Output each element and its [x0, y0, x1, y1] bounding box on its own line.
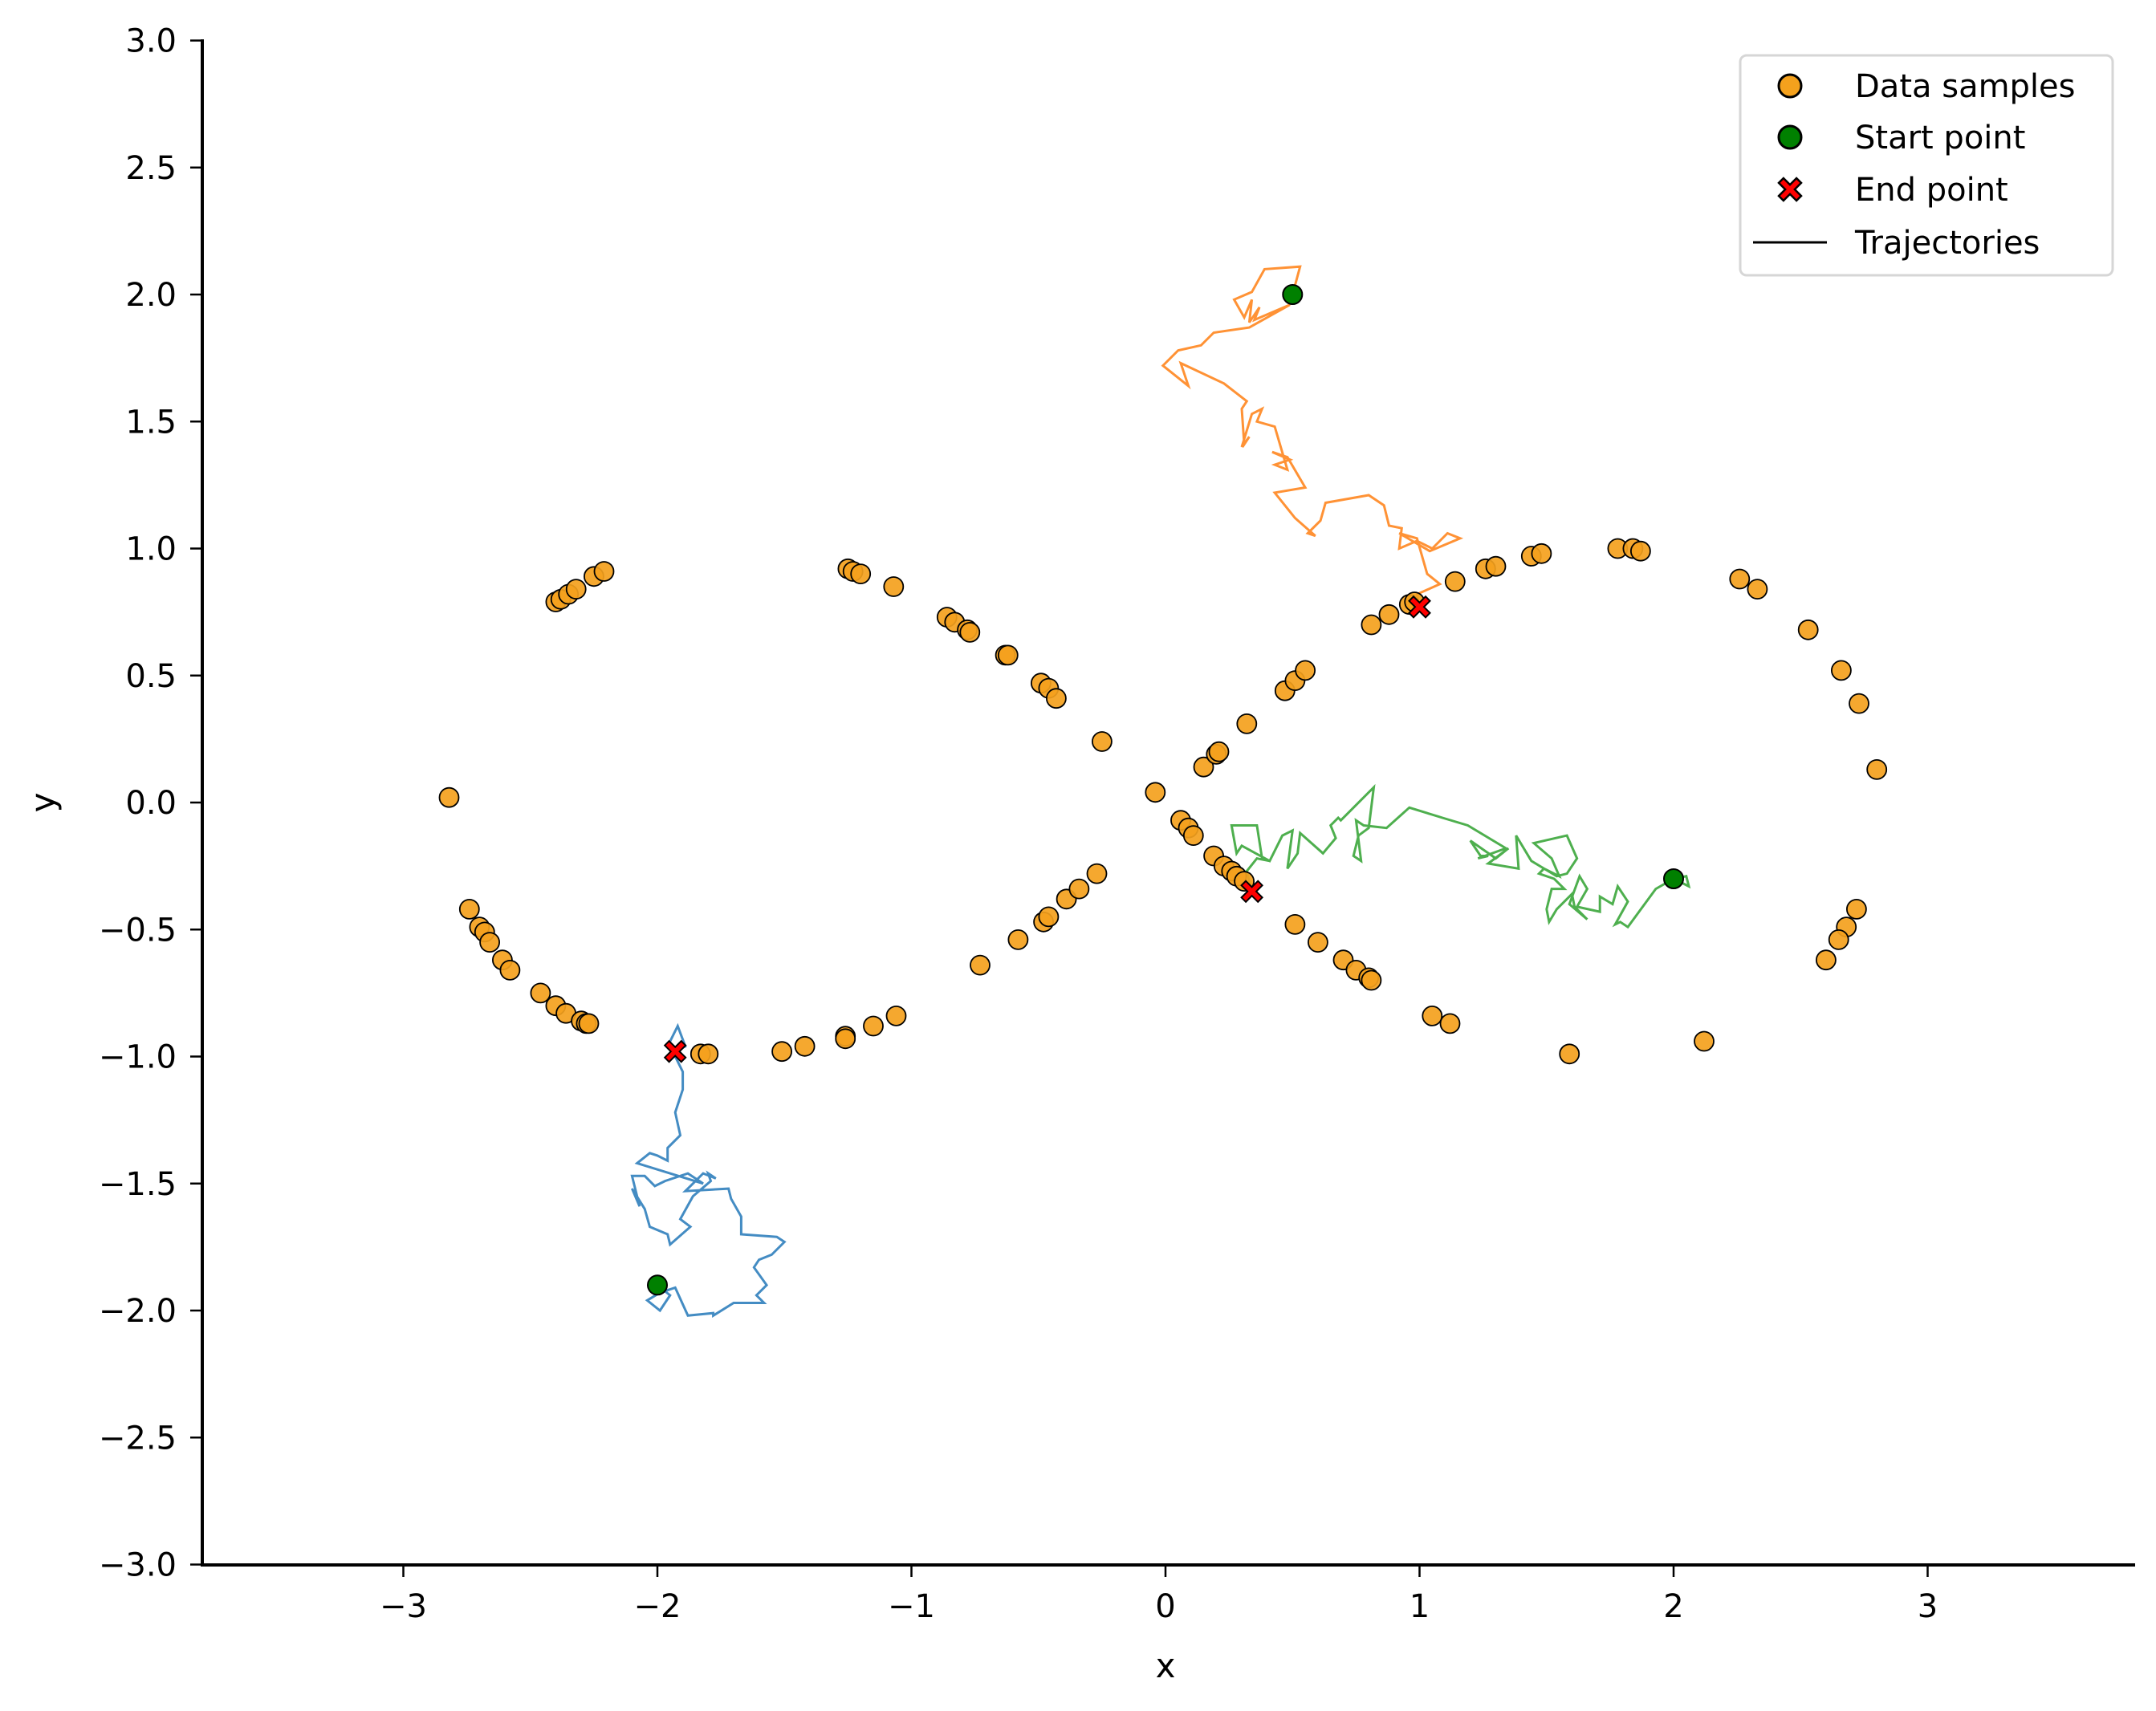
data-sample-point — [1830, 660, 1852, 681]
data-sample-point — [885, 1006, 907, 1026]
x-tick-label: −2 — [634, 1588, 681, 1625]
data-sample-point — [593, 561, 615, 582]
y-tick-label: −3.0 — [99, 1547, 177, 1584]
y-tick-label: −2.0 — [99, 1293, 177, 1330]
data-sample-point — [1444, 571, 1466, 592]
x-tick-label: −3 — [380, 1588, 427, 1625]
data-sample-point — [1145, 782, 1166, 803]
y-axis-ticks: 3.0 2.5 2.0 1.5 1.0 0.5 0.0 −0.5 −1.0 −1.5 −2.0 −2.… — [99, 23, 202, 1584]
data-sample-point — [499, 960, 521, 981]
trajectory-line — [1230, 783, 1691, 929]
y-axis-label: y — [23, 793, 63, 813]
x-axis-ticks: −3 −2 −1 0 1 2 3 — [380, 1565, 1938, 1625]
data-sample-point — [1007, 929, 1029, 950]
legend-end-point-icon — [1777, 177, 1803, 202]
legend-start-point-icon — [1777, 124, 1803, 150]
y-tick-label: −1.0 — [99, 1039, 177, 1076]
data-sample-point — [1815, 949, 1837, 971]
data-sample-point — [1849, 693, 1869, 714]
data-sample-point — [1694, 1030, 1715, 1052]
data-sample-point — [1866, 759, 1888, 780]
end-point-marker — [663, 1039, 687, 1063]
data-sample-point — [1729, 568, 1751, 590]
data-sample-point — [1845, 899, 1867, 920]
data-sample-point — [578, 1013, 600, 1034]
legend-trajectories-label: Trajectories — [1854, 225, 2040, 262]
end-point-marker — [1408, 595, 1431, 619]
data-sample-point — [883, 576, 905, 597]
y-tick-label: 1.0 — [125, 531, 177, 568]
data-sample-point — [1422, 1006, 1443, 1026]
data-sample-point — [1378, 604, 1400, 625]
legend-end-point-label: End point — [1855, 172, 2008, 209]
data-sample-point — [1295, 660, 1316, 681]
x-tick-label: 3 — [1918, 1588, 1938, 1625]
x-axis-label: x — [1156, 1646, 1176, 1685]
data-sample-point — [1361, 614, 1382, 636]
data-sample-point — [1208, 741, 1230, 762]
data-sample-point — [1308, 932, 1328, 953]
y-tick-label: −0.5 — [99, 912, 177, 949]
data-sample-point — [863, 1015, 884, 1037]
y-tick-label: 2.0 — [125, 277, 177, 314]
x-tick-label: 0 — [1155, 1588, 1175, 1625]
data-sample-point — [438, 786, 460, 808]
trajectory-line — [1161, 265, 1464, 608]
data-sample-point — [997, 644, 1019, 666]
data-sample-point — [959, 622, 981, 643]
y-tick-label: 2.5 — [125, 150, 177, 187]
data-sample-point — [970, 954, 991, 976]
data-sample-point — [1086, 863, 1108, 884]
legend-data-samples-icon — [1777, 73, 1803, 99]
legend-start-point-label: Start point — [1855, 120, 2025, 156]
data-sample-point — [850, 563, 872, 584]
data-sample-point — [530, 982, 551, 1004]
data-sample-point — [1797, 619, 1819, 640]
y-tick-label: 1.5 — [125, 404, 177, 441]
data-sample-point — [1068, 878, 1090, 900]
data-sample-point — [1284, 914, 1306, 935]
x-tick-label: 2 — [1663, 1588, 1683, 1625]
x-tick-label: 1 — [1410, 1588, 1430, 1625]
data-sample-point — [1747, 579, 1768, 599]
data-sample-point — [479, 932, 500, 953]
data-sample-point — [1531, 543, 1552, 564]
data-sample-point — [1193, 756, 1214, 778]
data-sample-point — [1092, 731, 1113, 752]
data-sample-point — [1182, 825, 1204, 846]
end-point-marker — [1240, 880, 1264, 904]
y-tick-label: −1.5 — [99, 1166, 177, 1203]
start-end-markers-layer — [647, 284, 1684, 1296]
start-point-marker — [647, 1274, 668, 1296]
data-sample-point — [1485, 555, 1507, 577]
data-sample-point — [1236, 713, 1258, 734]
trajectory-line — [630, 1022, 787, 1318]
data-sample-point — [1038, 906, 1060, 928]
data-sample-point — [1439, 1013, 1461, 1034]
y-tick-label: −2.5 — [99, 1420, 177, 1457]
data-sample-point — [1361, 969, 1382, 991]
start-point-marker — [1282, 284, 1304, 305]
y-tick-label: 0.0 — [125, 785, 177, 822]
data-sample-point — [835, 1028, 856, 1050]
data-samples-layer — [438, 538, 1888, 1065]
legend: Data samples Start point End point Traje… — [1739, 54, 2114, 277]
y-tick-label: 3.0 — [125, 23, 177, 60]
legend-data-samples-label: Data samples — [1855, 68, 2076, 105]
y-tick-label: 0.5 — [125, 658, 177, 695]
data-sample-point — [1828, 929, 1849, 950]
trajectories-layer — [630, 265, 1691, 1318]
data-sample-point — [698, 1043, 719, 1065]
data-sample-point — [565, 579, 587, 599]
legend-frame — [1739, 54, 2114, 277]
data-sample-point — [458, 899, 480, 920]
data-sample-point — [1046, 688, 1067, 709]
data-sample-point — [1559, 1043, 1580, 1065]
x-tick-label: −1 — [888, 1588, 935, 1625]
data-sample-point — [1630, 540, 1651, 562]
data-sample-point — [771, 1041, 792, 1063]
start-point-marker — [1663, 868, 1684, 889]
data-sample-point — [794, 1035, 816, 1057]
